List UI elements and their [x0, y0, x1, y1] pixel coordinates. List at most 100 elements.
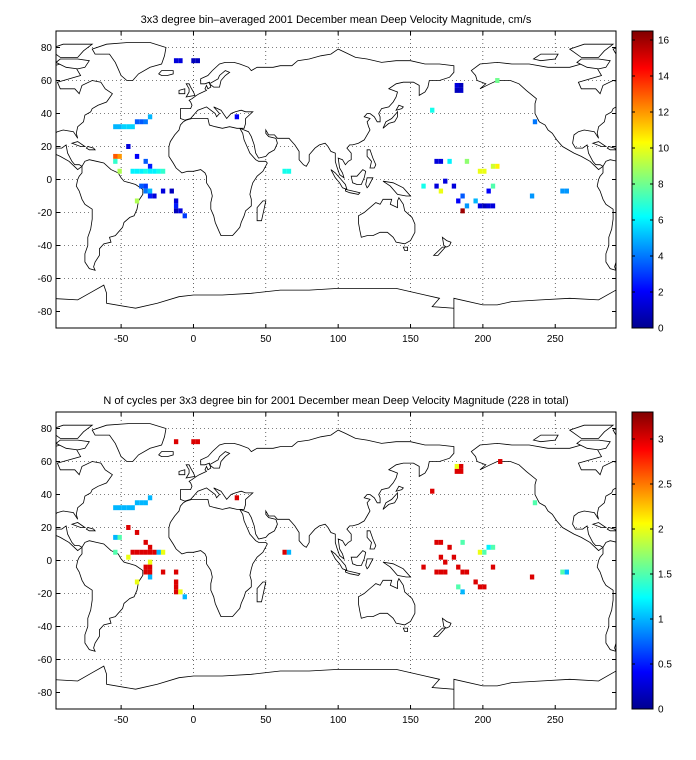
coastline: [185, 464, 196, 479]
y-tick-label: 80: [41, 424, 53, 435]
bin-cell: [191, 439, 196, 445]
y-tick-label: 60: [41, 457, 53, 468]
coastline: [432, 627, 447, 637]
bin-cell: [147, 163, 153, 169]
bin-cell: [454, 82, 459, 88]
bin-cell: [460, 193, 465, 199]
y-axis-ticks: -80 -60 -40 -20 0 20 40 60 80: [38, 43, 616, 318]
bin-cell: [147, 559, 153, 565]
bin-cell: [147, 188, 153, 194]
coastline: [178, 469, 186, 476]
x-tick-label: 50: [260, 334, 272, 345]
bin-cell: [113, 158, 118, 164]
y-tick-label: -80: [38, 307, 53, 318]
colorbar-tick-label: 4: [658, 252, 664, 263]
coastline: [13, 435, 38, 442]
bin-cell: [173, 203, 179, 209]
coastline: [596, 159, 616, 271]
bin-cell: [173, 198, 179, 204]
y-tick-label: 60: [41, 76, 53, 87]
colorbar-tick-label: 1: [658, 615, 664, 626]
coastline: [470, 442, 616, 552]
bin-cell: [173, 208, 179, 214]
bin-cell: [560, 188, 565, 194]
bin-cell: [191, 58, 196, 64]
x-tick-label: 150: [402, 715, 419, 726]
bin-cell: [490, 163, 496, 169]
bin-cell: [477, 549, 483, 555]
bin-cell: [113, 153, 118, 159]
bin-cell: [152, 193, 157, 199]
coastline: [690, 119, 696, 236]
colorbar-tick-label: 2: [658, 288, 664, 299]
bin-cell: [529, 574, 535, 580]
coastline: [382, 491, 398, 510]
bin-cell: [434, 158, 439, 164]
x-axis-ticks: -50 0 50 100 150 200 250: [114, 31, 564, 345]
bin-cell: [147, 495, 153, 501]
bin-cell: [143, 539, 148, 545]
bin-cell: [560, 569, 565, 575]
bin-cell: [477, 203, 483, 209]
bin-cell: [139, 500, 144, 506]
y-tick-label: 40: [41, 490, 53, 501]
x-tick-label: 50: [260, 715, 272, 726]
coastline: [185, 83, 196, 98]
bin-cell: [121, 505, 127, 511]
bin-cell: [173, 579, 179, 585]
coastline: [350, 169, 367, 185]
bin-cell: [173, 569, 179, 575]
bin-cell: [147, 114, 153, 120]
bin-cell: [182, 594, 187, 600]
bin-cell: [421, 564, 426, 570]
coastline: [690, 499, 696, 616]
bin-cell: [443, 559, 448, 565]
coastline: [70, 141, 87, 147]
bin-cell: [459, 87, 464, 93]
coastline: [168, 498, 268, 617]
y-tick-label: 20: [41, 142, 53, 153]
coastline: [256, 200, 267, 222]
x-tick-label: 200: [475, 715, 492, 726]
bin-cell: [529, 193, 535, 199]
bin-cell: [564, 569, 569, 575]
bin-cell: [182, 213, 187, 219]
colorbar-tick-label: 16: [658, 36, 670, 47]
bin-cell: [113, 505, 118, 511]
velocity-map-panel: 3x3 degree bin–averaged 2001 December me…: [38, 14, 696, 345]
coastline: [680, 71, 694, 76]
bin-cell: [134, 549, 140, 555]
bin-cell: [143, 119, 148, 125]
bin-cell: [490, 203, 496, 209]
x-tick-label: 200: [475, 334, 492, 345]
bin-cell: [477, 168, 483, 174]
bin-cell: [195, 439, 200, 445]
bin-cell: [464, 569, 470, 575]
bin-cell: [454, 468, 459, 474]
coastline: [612, 428, 616, 436]
data-cells: [113, 58, 569, 219]
bin-cell: [234, 495, 240, 501]
bin-cell: [486, 544, 491, 550]
bin-cell: [130, 124, 135, 130]
bin-cell: [459, 468, 464, 474]
y-tick-label: -40: [38, 241, 53, 252]
y-tick-label: -60: [38, 655, 53, 666]
bin-cell: [143, 500, 148, 506]
bin-cell: [113, 124, 118, 130]
bin-cell: [495, 163, 500, 169]
coastline: [56, 665, 455, 709]
bin-cell: [282, 549, 287, 555]
bin-cell: [473, 579, 478, 585]
bin-cell: [143, 168, 148, 174]
bin-cell: [460, 539, 465, 545]
coastline: [56, 424, 94, 439]
bin-cell: [178, 208, 183, 214]
coastline: [382, 180, 412, 197]
coastline: [441, 236, 452, 248]
bin-cell: [134, 529, 140, 535]
y-tick-label: -20: [38, 589, 53, 600]
coastline: [568, 424, 615, 439]
bin-cell: [434, 569, 439, 575]
